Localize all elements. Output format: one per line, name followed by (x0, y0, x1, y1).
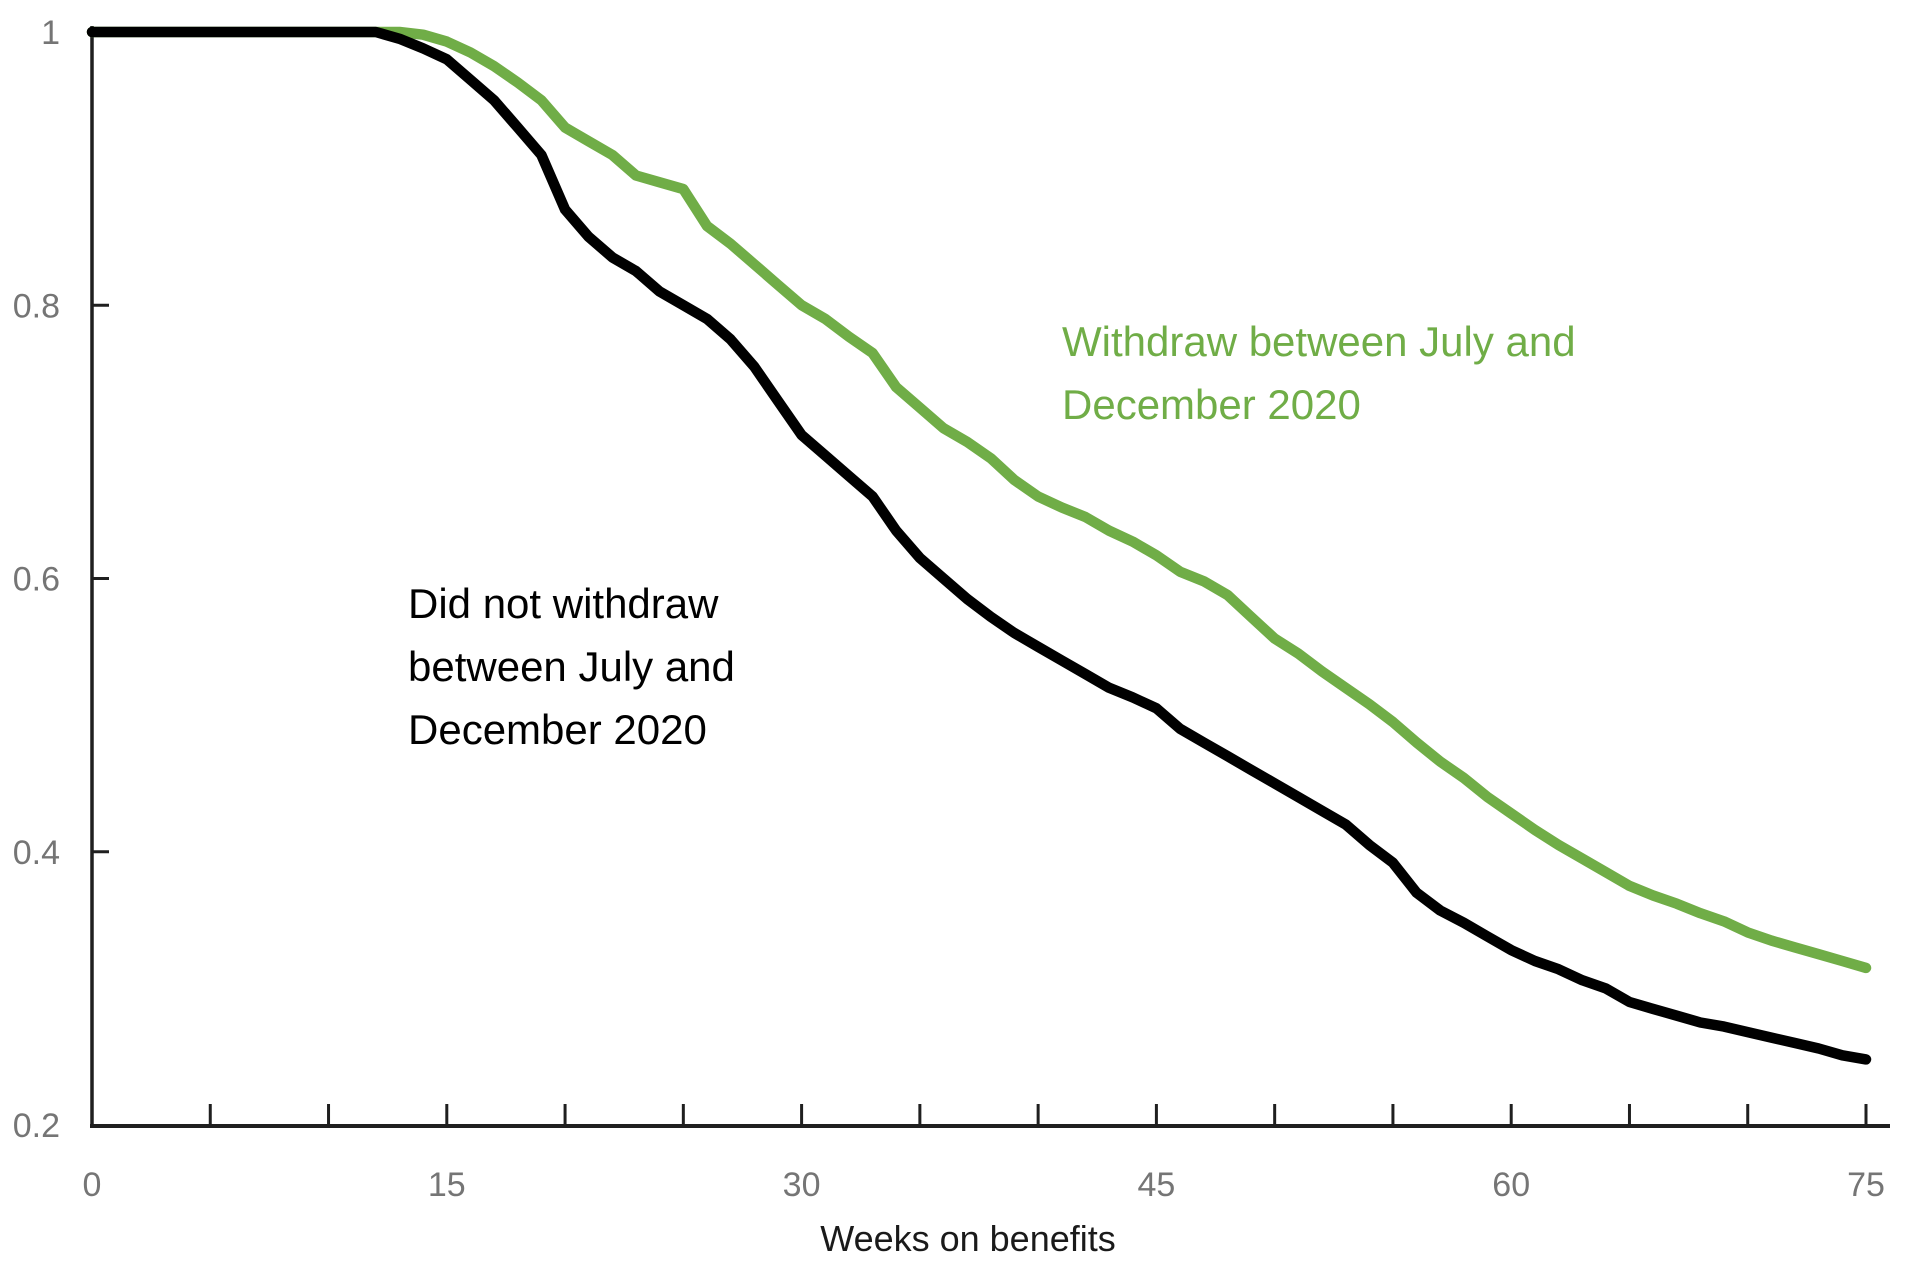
y-tick-label: 0.6 (13, 561, 60, 599)
series-label-did-not-withdraw-line1: Did not withdraw (408, 580, 719, 627)
series-label-did-not-withdraw-line3: December 2020 (408, 706, 707, 753)
x-tick-label: 15 (428, 1166, 466, 1204)
x-tick-label: 75 (1847, 1166, 1885, 1204)
x-tick-label: 60 (1492, 1166, 1530, 1204)
y-tick-label: 1 (41, 14, 60, 52)
y-tick-label: 0.2 (13, 1107, 60, 1145)
y-tick-label: 0.4 (13, 834, 60, 872)
y-tick-label: 0.8 (13, 287, 60, 325)
series-line-did-not-withdraw (86, 26, 1872, 1065)
series-label-withdraw: Withdraw between July and December 2020 (1062, 310, 1576, 436)
series-line-withdraw (86, 26, 1872, 974)
x-tick-label: 30 (783, 1166, 821, 1204)
series-label-withdraw-line1: Withdraw between July and (1062, 318, 1576, 365)
x-tick-label: 0 (83, 1166, 102, 1204)
x-tick-label: 45 (1137, 1166, 1175, 1204)
series-label-did-not-withdraw-line2: between July and (408, 643, 735, 690)
x-axis-title: Weeks on benefits (820, 1218, 1116, 1259)
series-label-withdraw-line2: December 2020 (1062, 381, 1361, 428)
series-label-did-not-withdraw: Did not withdraw between July and Decemb… (408, 572, 735, 761)
